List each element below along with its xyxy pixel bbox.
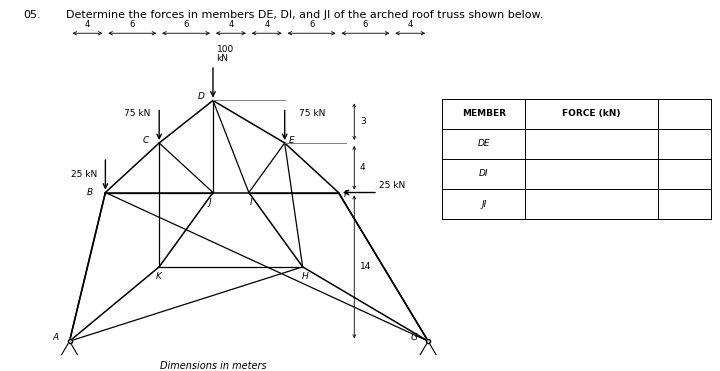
Text: DI: DI xyxy=(479,170,488,178)
Text: DE: DE xyxy=(477,139,490,148)
Text: 75 kN: 75 kN xyxy=(124,109,150,118)
Text: 4: 4 xyxy=(408,20,413,29)
Text: MEMBER: MEMBER xyxy=(462,109,505,118)
Text: JI: JI xyxy=(481,200,486,209)
Text: 6: 6 xyxy=(363,20,368,29)
Text: F: F xyxy=(343,190,348,199)
Text: 4: 4 xyxy=(264,20,269,29)
Text: K: K xyxy=(156,272,162,281)
Text: D: D xyxy=(197,92,204,101)
Text: C: C xyxy=(142,136,148,145)
Text: 75 kN: 75 kN xyxy=(299,109,325,118)
Text: 14: 14 xyxy=(360,262,372,271)
Text: I: I xyxy=(250,198,252,207)
Text: Determine the forces in members DE, DI, and JI of the arched roof truss shown be: Determine the forces in members DE, DI, … xyxy=(66,10,543,20)
Text: 25 kN: 25 kN xyxy=(379,181,405,190)
Text: FORCE (kN): FORCE (kN) xyxy=(562,109,621,118)
Text: 4: 4 xyxy=(228,20,233,29)
Text: 4: 4 xyxy=(360,163,366,172)
Text: 3: 3 xyxy=(360,117,366,126)
Text: 100
kN: 100 kN xyxy=(217,45,234,63)
Text: 25 kN: 25 kN xyxy=(71,170,96,179)
Text: A: A xyxy=(53,333,59,342)
Text: 05.: 05. xyxy=(23,10,40,20)
Text: G: G xyxy=(410,333,418,342)
Text: H: H xyxy=(302,272,308,281)
Text: 6: 6 xyxy=(309,20,314,29)
Text: J: J xyxy=(208,198,211,207)
Text: Dimensions in meters: Dimensions in meters xyxy=(160,361,266,371)
Text: B: B xyxy=(87,188,93,197)
Text: 4: 4 xyxy=(85,20,90,29)
Text: 6: 6 xyxy=(130,20,135,29)
Text: E: E xyxy=(288,136,294,145)
Text: 6: 6 xyxy=(184,20,189,29)
